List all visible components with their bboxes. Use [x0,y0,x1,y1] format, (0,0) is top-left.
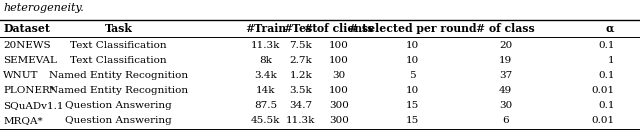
Text: 8k: 8k [259,56,272,65]
Text: 300: 300 [329,116,349,125]
Text: 7.5k: 7.5k [289,41,312,50]
Text: 0.1: 0.1 [598,41,614,50]
Text: Text Classification: Text Classification [70,56,166,65]
Text: 5: 5 [410,71,416,80]
Text: #Test: #Test [284,23,318,34]
Text: 19: 19 [499,56,512,65]
Text: # selected per round: # selected per round [349,23,477,34]
Text: 0.01: 0.01 [591,116,614,125]
Text: heterogeneity.: heterogeneity. [3,3,84,13]
Text: Task: Task [104,23,132,34]
Text: 15: 15 [406,116,419,125]
Text: 14k: 14k [256,86,275,95]
Text: 49: 49 [499,86,512,95]
Text: 0.1: 0.1 [598,101,614,110]
Text: SQuADv1.1: SQuADv1.1 [3,101,64,110]
Text: 6: 6 [502,116,509,125]
Text: Question Answering: Question Answering [65,101,172,110]
Text: 37: 37 [499,71,512,80]
Text: 300: 300 [329,101,349,110]
Text: 20NEWS: 20NEWS [3,41,51,50]
Text: 10: 10 [406,41,419,50]
Text: MRQA*: MRQA* [3,116,43,125]
Text: 30: 30 [499,101,512,110]
Text: 2.7k: 2.7k [289,56,312,65]
Text: WNUT: WNUT [3,71,38,80]
Text: SEMEVAL: SEMEVAL [3,56,57,65]
Text: Named Entity Recognition: Named Entity Recognition [49,86,188,95]
Text: 0.1: 0.1 [598,71,614,80]
Text: Question Answering: Question Answering [65,116,172,125]
Text: Named Entity Recognition: Named Entity Recognition [49,71,188,80]
Text: 3.4k: 3.4k [254,71,277,80]
Text: 20: 20 [499,41,512,50]
Text: 11.3k: 11.3k [251,41,280,50]
Text: 100: 100 [329,56,349,65]
Text: 10: 10 [406,56,419,65]
Text: 10: 10 [406,86,419,95]
Text: 1.2k: 1.2k [289,71,312,80]
Text: PLONER*: PLONER* [3,86,55,95]
Text: 45.5k: 45.5k [251,116,280,125]
Text: 0.01: 0.01 [591,86,614,95]
Text: 100: 100 [329,86,349,95]
Text: Text Classification: Text Classification [70,41,166,50]
Text: 34.7: 34.7 [289,101,312,110]
Text: #Train: #Train [245,23,286,34]
Text: # of class: # of class [476,23,535,34]
Text: # of clients: # of clients [305,23,374,34]
Text: Dataset: Dataset [3,23,50,34]
Text: 3.5k: 3.5k [289,86,312,95]
Text: 1: 1 [608,56,614,65]
Text: 100: 100 [329,41,349,50]
Text: 15: 15 [406,101,419,110]
Text: 11.3k: 11.3k [286,116,316,125]
Text: 87.5: 87.5 [254,101,277,110]
Text: 30: 30 [333,71,346,80]
Text: α: α [606,23,614,34]
